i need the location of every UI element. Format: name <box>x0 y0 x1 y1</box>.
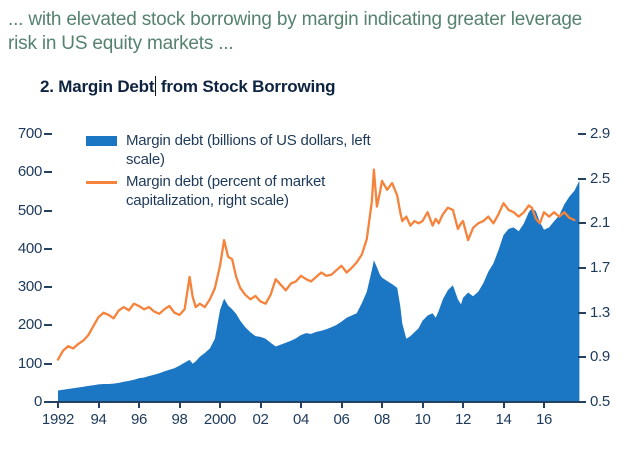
x-axis-tick-label: 12 <box>454 411 472 428</box>
x-axis-tick-label: 02 <box>252 411 269 428</box>
x-axis-tick <box>97 402 100 408</box>
right-axis-tick-label: 2.9 <box>590 125 610 142</box>
right-axis-tick <box>578 401 586 403</box>
legend-swatch-chip <box>86 136 117 146</box>
text-cursor-icon <box>155 76 157 96</box>
left-axis-tick <box>44 401 52 403</box>
left-axis-tick-label: 700 <box>17 125 42 142</box>
legend-swatch-chip <box>86 180 117 184</box>
x-axis-tick-label: 16 <box>535 411 553 428</box>
left-axis-tick-label: 600 <box>17 163 42 181</box>
x-axis-tick <box>219 402 221 408</box>
left-axis-tick <box>44 286 52 289</box>
left-axis-tick-label: 200 <box>17 316 42 334</box>
figure-title-after-cursor: from Stock Borrowing <box>160 77 336 96</box>
x-axis-tick <box>462 402 464 408</box>
x-axis-tick-label: 06 <box>333 411 350 428</box>
x-axis-tick <box>259 402 262 408</box>
legend-label: Margin debt (percent of market capitaliz… <box>126 172 326 209</box>
right-axis-tick-label: 1.7 <box>590 259 610 276</box>
x-axis-tick <box>543 402 545 408</box>
x-axis-tick <box>381 402 383 408</box>
legend-label: Margin debt (billions of US dollars, lef… <box>126 132 371 168</box>
left-axis-tick-label: 100 <box>17 354 42 372</box>
right-axis-tick-label: 0.5 <box>590 393 610 410</box>
x-axis-tick-label: 98 <box>171 411 188 428</box>
left-axis-tick-label: 0 <box>33 393 42 410</box>
line-swatch-icon <box>86 173 117 191</box>
slide-header: ... with elevated stock borrowing by mar… <box>8 8 608 55</box>
figure-title-before-cursor: 2. Margin Debt <box>40 77 155 96</box>
x-axis-line <box>44 401 586 403</box>
x-axis-tick <box>502 402 505 408</box>
right-axis-tick <box>578 222 586 225</box>
x-axis-tick-label: 04 <box>292 411 310 428</box>
figure-title[interactable]: 2. Margin Debt from Stock Borrowing <box>40 76 336 97</box>
x-axis-tick-label: 96 <box>130 411 148 428</box>
right-axis-tick <box>578 133 586 135</box>
right-axis-tick-label: 0.9 <box>590 348 610 366</box>
left-axis-tick-label: 400 <box>17 239 42 257</box>
left-axis-tick <box>44 133 52 135</box>
x-axis-tick-label: 14 <box>495 411 512 428</box>
area-swatch-icon <box>86 132 117 150</box>
x-axis-tick <box>421 402 424 408</box>
left-axis-tick-label: 500 <box>17 201 42 219</box>
right-axis-tick-label: 2.5 <box>590 169 610 187</box>
x-axis-tick-label: 1992 <box>41 411 75 428</box>
x-axis-tick-label: 10 <box>414 411 431 428</box>
x-axis-tick <box>57 402 59 408</box>
chart-legend: Margin debt (billions of US dollars, lef… <box>86 132 388 214</box>
right-axis-tick <box>578 177 586 180</box>
left-axis-tick <box>44 247 52 250</box>
left-axis-tick-label: 300 <box>17 278 42 296</box>
slide-header-line1: ... with elevated stock borrowing by mar… <box>8 9 583 30</box>
left-axis-tick <box>44 171 52 174</box>
legend-item: Margin debt (billions of US dollars, lef… <box>86 132 388 170</box>
x-axis-tick <box>300 402 302 408</box>
x-axis-tick-label: 08 <box>373 411 391 428</box>
x-axis-tick <box>178 402 181 408</box>
legend-item: Margin debt (percent of market capitaliz… <box>86 173 388 211</box>
right-axis-tick <box>578 267 586 269</box>
right-axis-tick-label: 2.1 <box>590 214 610 232</box>
x-axis-tick <box>340 402 343 408</box>
slide-header-line2: risk in US equity markets ... <box>8 32 234 54</box>
x-axis-tick-label: 94 <box>90 411 107 428</box>
right-axis-tick <box>578 356 586 359</box>
margin-debt-area-series <box>58 180 580 402</box>
left-axis-tick <box>44 209 52 212</box>
margin-debt-percent-line-series <box>56 168 576 361</box>
right-axis-tick <box>578 311 586 314</box>
x-axis-tick-label: 2000 <box>203 411 237 428</box>
x-axis-tick <box>138 402 140 408</box>
right-axis-tick-label: 1.3 <box>590 303 610 321</box>
left-axis-tick <box>44 362 52 365</box>
left-axis-tick <box>44 324 52 327</box>
